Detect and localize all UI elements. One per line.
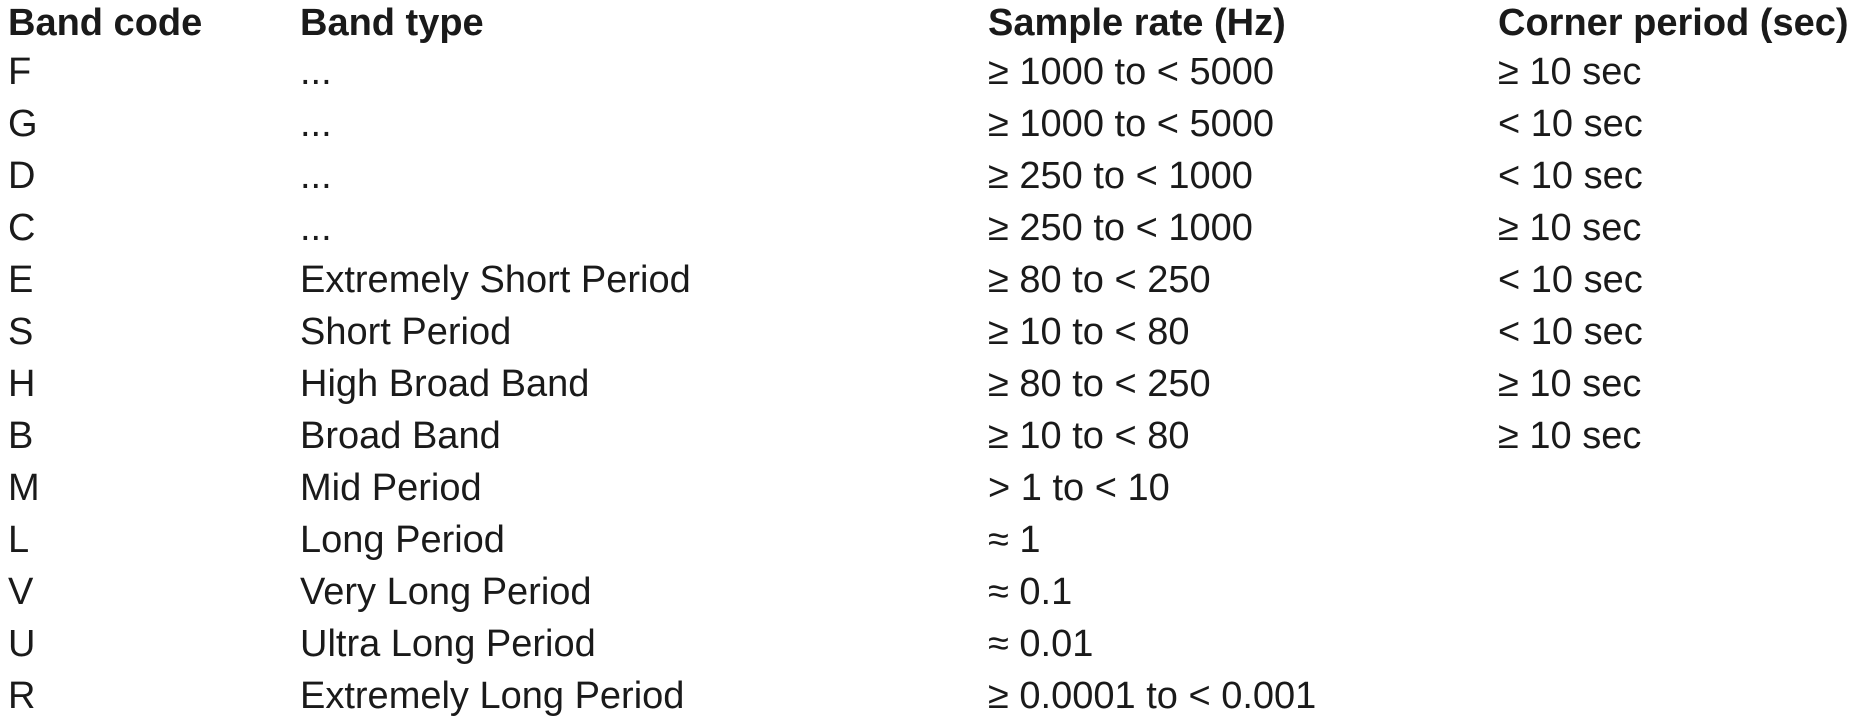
table-row: H High Broad Band ≥ 80 to < 250 ≥ 10 sec [0,358,1876,410]
sample-rate-cell: ≥ 10 to < 80 [988,311,1190,353]
table-row: G... ≥ 1000 to < 5000 < 10 sec [0,98,1876,150]
sample-rate-cell: ≥ 10 to < 80 [988,415,1190,457]
corner-period-cell: < 10 sec [1498,311,1643,353]
band-type-cell: Very Long Period [300,571,592,613]
table-row: V Very Long Period ≈ 0.1 [0,566,1876,618]
sample-rate-cell: ≥ 80 to < 250 [988,259,1211,301]
corner-period-cell [1498,462,1876,514]
band-code-cell: U [8,623,36,665]
band-code-cell: S [8,311,34,353]
band-code-cell: C [8,207,36,249]
band-code-cell: D [8,155,36,197]
corner-period-cell [1498,566,1876,618]
table-header: Band code Band type Sample rate (Hz) Cor… [0,0,1876,46]
band-type-cell: ... [300,207,332,249]
band-type-cell: Extremely Long Period [300,675,685,717]
corner-period-cell: ≥ 10 sec [1498,51,1642,93]
table-row: F... ≥ 1000 to < 5000 ≥ 10 sec [0,46,1876,98]
table-row: E Extremely Short Period ≥ 80 to < 250 < 10… [0,254,1876,306]
table-row: S Short Period ≥ 10 to < 80 < 10 sec [0,306,1876,358]
band-code-cell: V [8,571,34,613]
header-band-type: Band type [300,2,484,44]
header-band-code: Band code [8,2,203,44]
band-code-cell: G [8,103,38,145]
header-sample-rate: Sample rate (Hz) [988,2,1286,44]
band-code-cell: H [8,363,36,405]
table-row: D... ≥ 250 to < 1000 < 10 sec [0,150,1876,202]
table-row: R Extremely Long Period ≥ 0.0001 to < 0.00… [0,670,1876,722]
table-row: L Long Period ≈ 1 [0,514,1876,566]
corner-period-cell [1498,670,1876,722]
sample-rate-cell: ≥ 1000 to < 5000 [988,103,1275,145]
corner-period-cell: ≥ 10 sec [1498,363,1642,405]
sample-rate-cell: ≥ 0.0001 to < 0.001 [988,675,1317,717]
sample-rate-cell: ≈ 0.1 [988,571,1073,613]
table-body: F... ≥ 1000 to < 5000 ≥ 10 sec G... ≥ 1000 t… [0,46,1876,722]
sample-rate-cell: > 1 to < 10 [988,467,1170,509]
band-type-cell: Long Period [300,519,505,561]
corner-period-cell [1498,514,1876,566]
band-code-cell: E [8,259,34,301]
header-row: Band code Band type Sample rate (Hz) Cor… [0,0,1876,46]
band-type-cell: Short Period [300,311,512,353]
band-type-cell: ... [300,51,332,93]
sample-rate-cell: ≥ 1000 to < 5000 [988,51,1275,93]
band-code-cell: M [8,467,40,509]
band-code-cell: L [8,519,30,561]
corner-period-cell: ≥ 10 sec [1498,415,1642,457]
band-type-cell: High Broad Band [300,363,590,405]
band-type-cell: Ultra Long Period [300,623,596,665]
table-row: M Mid Period > 1 to < 10 [0,462,1876,514]
sample-rate-cell: ≥ 250 to < 1000 [988,155,1253,197]
band-type-cell: ... [300,103,332,145]
table-row: B Broad Band ≥ 10 to < 80 ≥ 10 sec [0,410,1876,462]
corner-period-cell: < 10 sec [1498,259,1643,301]
band-type-cell: Extremely Short Period [300,259,691,301]
sample-rate-cell: ≥ 80 to < 250 [988,363,1211,405]
table-row: U Ultra Long Period ≈ 0.01 [0,618,1876,670]
band-code-cell: B [8,415,34,457]
band-type-cell: Mid Period [300,467,482,509]
sample-rate-cell: ≥ 250 to < 1000 [988,207,1253,249]
sample-rate-cell: ≈ 1 [988,519,1041,561]
corner-period-cell: < 10 sec [1498,155,1643,197]
band-code-cell: F [8,51,32,93]
table-row: C... ≥ 250 to < 1000 ≥ 10 sec [0,202,1876,254]
corner-period-cell: < 10 sec [1498,103,1643,145]
corner-period-cell [1498,618,1876,670]
band-type-cell: Broad Band [300,415,501,457]
corner-period-cell: ≥ 10 sec [1498,207,1642,249]
header-corner-period: Corner period (sec) [1498,2,1849,44]
band-type-cell: ... [300,155,332,197]
sample-rate-cell: ≈ 0.01 [988,623,1094,665]
band-code-cell: R [8,675,36,717]
